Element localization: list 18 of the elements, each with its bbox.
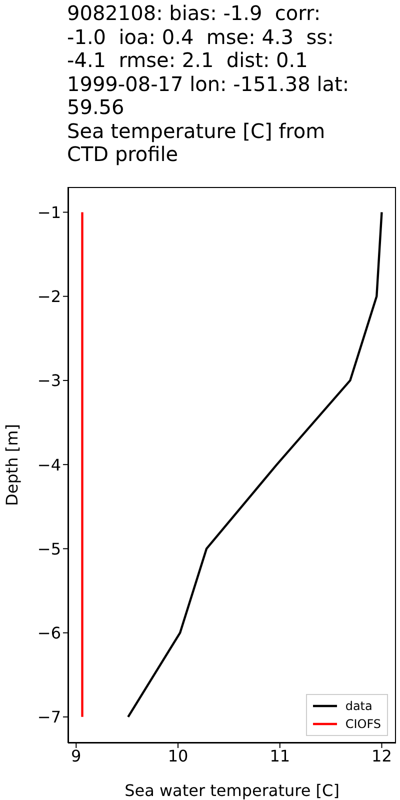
y-tick-label: −3 [37, 371, 61, 390]
y-tick-label: −6 [37, 623, 61, 642]
x-tick-label: 9 [71, 746, 82, 766]
y-tick-label: −2 [37, 287, 61, 306]
y-tick-label: −5 [37, 539, 61, 558]
line-series [81, 211, 84, 718]
line-series [127, 211, 383, 718]
x-tick-label: 11 [270, 746, 290, 766]
y-tick-label: −1 [37, 202, 61, 222]
x-tick-label: 10 [168, 746, 188, 766]
x-tick-label: 12 [372, 746, 392, 766]
y-tick-label: −7 [37, 708, 61, 727]
chart-title: 9082108: bias: -1.9 corr: -1.0 ioa: 0.4 mse: 4.3 ss: -4.1 rmse: 2.1 dist: 0.1 1999-08-17 lon: -151.38 lat: 59.56 Sea temperature [C] from CTD profile [67, 1, 350, 166]
x-axis-title: Sea water temperature [C] [124, 781, 340, 800]
y-tick-label: −4 [37, 455, 61, 474]
legend-label: CIOFS [345, 716, 381, 733]
y-axis-title: Depth [m] [2, 424, 22, 506]
legend-label: data [345, 698, 372, 715]
